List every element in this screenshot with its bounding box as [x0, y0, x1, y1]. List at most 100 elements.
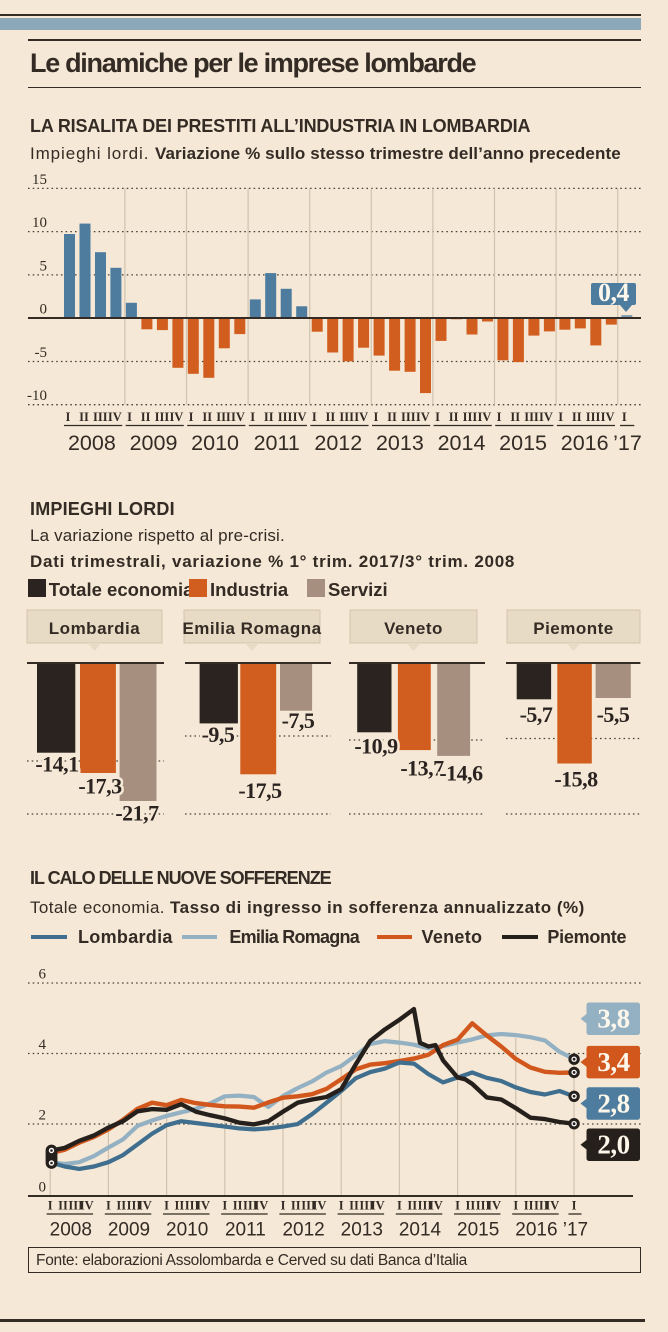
- svg-text:-15,8: -15,8: [554, 767, 598, 792]
- svg-text:IV: IV: [80, 1199, 94, 1213]
- svg-text:IV: IV: [196, 1199, 210, 1213]
- svg-text:2012: 2012: [282, 1219, 324, 1240]
- svg-text:I: I: [312, 410, 317, 424]
- svg-text:I: I: [572, 1199, 577, 1213]
- svg-text:I: I: [106, 1199, 111, 1213]
- svg-text:II: II: [349, 1199, 359, 1213]
- svg-text:IV: IV: [108, 410, 122, 424]
- svg-text:2008: 2008: [68, 431, 116, 455]
- svg-text:2013: 2013: [376, 431, 424, 455]
- svg-text:2,8: 2,8: [597, 1089, 629, 1119]
- svg-text:I: I: [281, 1199, 286, 1213]
- svg-text:II: II: [58, 1199, 68, 1213]
- svg-text:15: 15: [32, 172, 47, 188]
- svg-text:II: II: [466, 1199, 476, 1213]
- svg-text:-21,7: -21,7: [115, 801, 159, 826]
- svg-text:III: III: [93, 410, 108, 424]
- svg-text:0: 0: [40, 302, 48, 318]
- svg-text:5: 5: [40, 258, 48, 274]
- svg-text:IV: IV: [371, 1199, 385, 1213]
- svg-text:2011: 2011: [254, 431, 300, 455]
- svg-text:III: III: [155, 410, 170, 424]
- svg-text:2009: 2009: [130, 431, 178, 455]
- svg-text:IV: IV: [429, 1199, 443, 1213]
- svg-text:I: I: [339, 1199, 344, 1213]
- svg-text:IV: IV: [487, 1199, 501, 1213]
- svg-text:III: III: [127, 1199, 142, 1213]
- svg-text:-9,5: -9,5: [202, 722, 235, 747]
- svg-text:IV: IV: [354, 410, 368, 424]
- svg-text:-14,1: -14,1: [35, 752, 78, 777]
- svg-text:-7,5: -7,5: [282, 708, 315, 733]
- svg-text:II: II: [264, 410, 274, 424]
- svg-text:III: III: [534, 1199, 549, 1213]
- svg-text:IV: IV: [169, 410, 183, 424]
- svg-text:III: III: [401, 410, 416, 424]
- svg-text:II: II: [407, 1199, 417, 1213]
- svg-text:III: III: [68, 1199, 83, 1213]
- svg-text:-14,6: -14,6: [439, 761, 483, 786]
- svg-text:-5,5: -5,5: [597, 702, 630, 727]
- svg-text:Veneto: Veneto: [384, 619, 443, 638]
- svg-text:IV: IV: [601, 410, 615, 424]
- svg-text:III: III: [463, 410, 478, 424]
- svg-text:Piemonte: Piemonte: [533, 619, 614, 638]
- svg-text:-10,9: -10,9: [354, 734, 398, 759]
- svg-text:I: I: [127, 410, 132, 424]
- svg-text:II: II: [449, 410, 459, 424]
- svg-text:I: I: [65, 410, 70, 424]
- svg-text:I: I: [622, 410, 627, 424]
- svg-text:I: I: [48, 1199, 53, 1213]
- svg-text:10: 10: [32, 215, 47, 231]
- svg-text:I: I: [497, 410, 502, 424]
- svg-text:’17: ’17: [613, 431, 642, 455]
- svg-text:II: II: [141, 410, 151, 424]
- svg-text:I: I: [513, 1199, 518, 1213]
- svg-text:Lombardia: Lombardia: [49, 619, 140, 638]
- svg-text:6: 6: [39, 967, 47, 983]
- svg-text:-13,7: -13,7: [400, 756, 444, 781]
- svg-text:III: III: [278, 410, 293, 424]
- svg-text:-17,5: -17,5: [238, 778, 282, 803]
- svg-text:0: 0: [39, 1180, 47, 1196]
- svg-text:2,0: 2,0: [597, 1130, 629, 1160]
- svg-text:2014: 2014: [399, 1219, 442, 1240]
- svg-text:I: I: [164, 1199, 169, 1213]
- svg-text:III: III: [586, 410, 601, 424]
- svg-text:I: I: [397, 1199, 402, 1213]
- svg-text:-5,7: -5,7: [520, 702, 553, 727]
- svg-text:II: II: [326, 410, 336, 424]
- svg-text:2008: 2008: [50, 1219, 92, 1240]
- svg-text:IV: IV: [313, 1199, 327, 1213]
- svg-text:’17: ’17: [563, 1219, 588, 1240]
- svg-text:4: 4: [39, 1037, 47, 1053]
- svg-text:II: II: [116, 1199, 126, 1213]
- svg-text:II: II: [233, 1199, 243, 1213]
- svg-text:-17,3: -17,3: [78, 774, 122, 799]
- svg-text:II: II: [79, 410, 89, 424]
- svg-text:I: I: [222, 1199, 227, 1213]
- svg-text:2: 2: [39, 1108, 47, 1124]
- svg-text:IV: IV: [416, 410, 430, 424]
- svg-text:II: II: [175, 1199, 185, 1213]
- svg-text:III: III: [185, 1199, 200, 1213]
- svg-text:II: II: [202, 410, 212, 424]
- svg-text:2010: 2010: [191, 431, 239, 455]
- svg-text:II: II: [387, 410, 397, 424]
- svg-text:2016: 2016: [515, 1219, 557, 1240]
- svg-text:2014: 2014: [438, 431, 486, 455]
- svg-text:-10: -10: [27, 388, 47, 404]
- svg-text:-5: -5: [35, 345, 48, 361]
- svg-text:III: III: [476, 1199, 491, 1213]
- svg-text:I: I: [250, 410, 255, 424]
- svg-text:IV: IV: [477, 410, 491, 424]
- svg-text:IV: IV: [293, 410, 307, 424]
- svg-text:3,4: 3,4: [597, 1047, 629, 1077]
- svg-text:I: I: [558, 410, 563, 424]
- svg-text:2010: 2010: [166, 1219, 208, 1240]
- svg-text:2016: 2016: [561, 431, 609, 455]
- svg-text:I: I: [189, 410, 194, 424]
- svg-text:III: III: [339, 410, 354, 424]
- svg-text:2012: 2012: [314, 431, 362, 455]
- svg-text:I: I: [455, 1199, 460, 1213]
